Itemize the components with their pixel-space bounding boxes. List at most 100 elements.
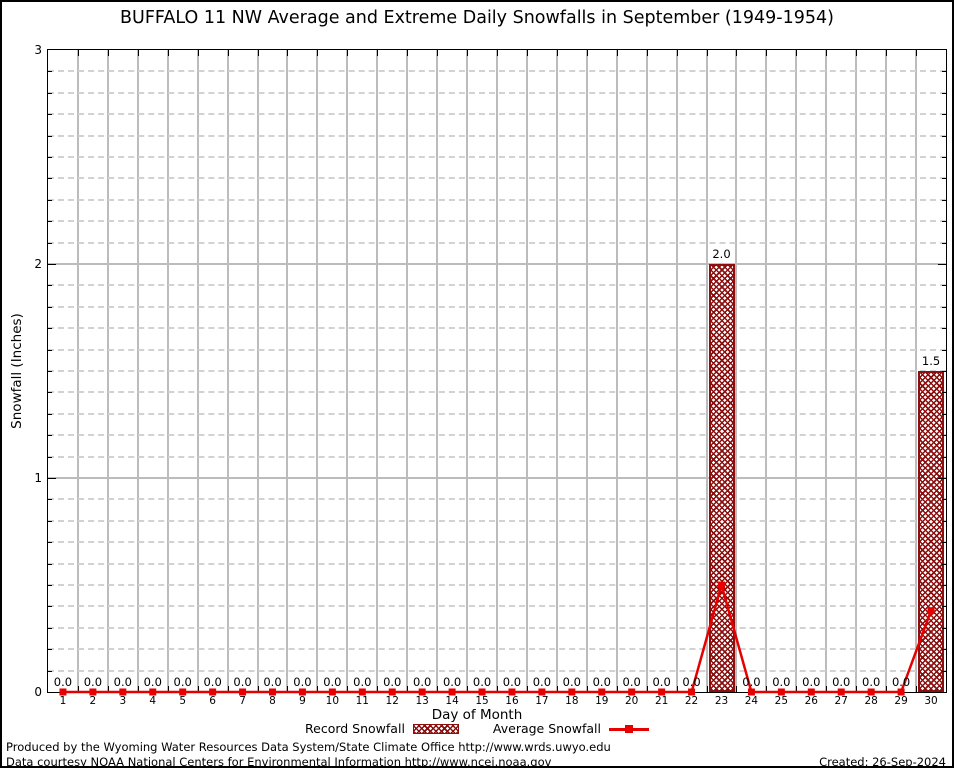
x-tick-mark bbox=[646, 686, 648, 692]
y-tick-mark bbox=[48, 135, 52, 137]
average-point-marker bbox=[867, 688, 875, 696]
y-tick-mark bbox=[48, 178, 52, 180]
y-tick-mark bbox=[942, 71, 946, 73]
x-tick-mark bbox=[706, 686, 708, 692]
y-tick-mark bbox=[942, 349, 946, 351]
y-tick-mark bbox=[938, 264, 946, 265]
x-tick-mark bbox=[317, 50, 319, 56]
minor-gridline bbox=[48, 220, 946, 223]
point-value-label: 0.0 bbox=[832, 674, 851, 689]
legend: Record Snowfall Average Snowfall bbox=[2, 721, 952, 736]
x-tick-label: 7 bbox=[239, 695, 246, 707]
point-value-label: 0.0 bbox=[263, 674, 282, 689]
x-tick-mark bbox=[497, 50, 498, 56]
x-tick-mark bbox=[317, 686, 319, 692]
y-tick-mark bbox=[48, 435, 52, 437]
x-tick-label: 17 bbox=[535, 695, 549, 707]
x-tick-label: 10 bbox=[325, 695, 340, 707]
x-tick-mark bbox=[586, 686, 588, 692]
x-tick-label: 28 bbox=[864, 695, 878, 707]
minor-gridline bbox=[48, 519, 946, 522]
y-tick-mark bbox=[942, 435, 946, 437]
average-point-marker bbox=[927, 607, 935, 615]
y-tick-mark bbox=[48, 606, 52, 608]
major-gridline bbox=[48, 477, 946, 479]
x-tick-mark bbox=[287, 50, 289, 56]
average-point-marker bbox=[897, 688, 905, 696]
average-point-marker bbox=[837, 688, 845, 696]
y-tick-label: 2 bbox=[34, 257, 42, 271]
average-point-marker bbox=[119, 688, 127, 696]
average-point-marker bbox=[298, 688, 306, 696]
x-tick-label: 22 bbox=[684, 695, 699, 707]
y-tick-label: 1 bbox=[34, 471, 42, 485]
y-tick-mark bbox=[942, 135, 946, 137]
y-tick-mark bbox=[48, 114, 52, 116]
plot-area: 0.0 0.0 0.0 0.0 0.0 0.0 0.0 0.0 0.0 0.0 0.0 0.0 0.0 0… bbox=[47, 49, 947, 696]
x-tick-mark bbox=[497, 686, 498, 692]
y-tick-mark bbox=[938, 478, 946, 479]
x-tick-mark bbox=[886, 50, 888, 56]
x-tick-mark bbox=[886, 686, 888, 692]
y-tick-mark bbox=[48, 371, 52, 372]
x-tick-mark bbox=[407, 686, 409, 692]
y-tick-mark bbox=[48, 520, 52, 522]
y-tick-mark bbox=[942, 670, 946, 672]
y-tick-mark bbox=[942, 114, 946, 116]
minor-gridline bbox=[48, 412, 946, 415]
minor-gridline bbox=[48, 605, 946, 608]
y-tick-mark bbox=[942, 542, 946, 544]
x-tick-mark bbox=[197, 50, 199, 56]
x-tick-label: 18 bbox=[565, 695, 579, 707]
x-tick-mark bbox=[676, 686, 678, 692]
average-point-marker bbox=[269, 688, 276, 696]
y-tick-mark bbox=[48, 328, 52, 330]
x-tick-mark bbox=[616, 686, 618, 692]
point-value-label: 0.0 bbox=[502, 674, 522, 689]
x-tick-mark bbox=[467, 686, 469, 692]
minor-gridline bbox=[48, 305, 946, 308]
minor-gridline bbox=[48, 584, 946, 586]
x-tick-mark bbox=[916, 686, 918, 692]
y-tick-mark bbox=[942, 199, 946, 201]
x-tick-mark bbox=[766, 686, 768, 692]
minor-gridline bbox=[48, 156, 946, 158]
average-point-marker bbox=[628, 688, 636, 696]
x-tick-mark bbox=[347, 686, 349, 692]
x-tick-mark bbox=[77, 686, 79, 692]
x-tick-mark bbox=[736, 50, 738, 56]
x-tick-mark bbox=[916, 50, 918, 56]
average-point-marker bbox=[149, 688, 157, 696]
average-point-marker bbox=[807, 688, 815, 696]
y-tick-mark bbox=[48, 542, 52, 544]
y-tick-mark bbox=[48, 499, 52, 501]
x-tick-label: 21 bbox=[654, 695, 669, 707]
minor-gridline bbox=[48, 498, 946, 501]
y-tick-mark bbox=[942, 371, 946, 372]
average-point-marker bbox=[179, 688, 187, 696]
footer-producer: Produced by the Wyoming Water Resources … bbox=[6, 740, 611, 754]
legend-record-label: Record Snowfall bbox=[305, 721, 405, 736]
average-point-marker bbox=[239, 688, 247, 696]
average-point-marker bbox=[777, 688, 785, 696]
point-value-label: 0.0 bbox=[293, 674, 312, 689]
minor-gridline bbox=[48, 198, 946, 201]
x-tick-mark bbox=[107, 50, 109, 56]
point-value-label: 0.0 bbox=[442, 674, 462, 689]
point-value-label: 0.0 bbox=[383, 674, 402, 689]
footer-data-courtesy: Data courtesy NOAA National Centers for … bbox=[6, 755, 552, 768]
minor-gridline bbox=[48, 70, 946, 73]
x-tick-mark bbox=[526, 686, 528, 692]
average-snowfall-line bbox=[59, 580, 935, 696]
average-point-marker bbox=[568, 688, 576, 696]
minor-gridline bbox=[48, 455, 946, 458]
point-value-label: 0.0 bbox=[472, 674, 492, 689]
x-tick-label: 30 bbox=[924, 695, 938, 707]
y-tick-mark bbox=[942, 178, 946, 180]
minor-gridline bbox=[48, 626, 946, 629]
average-point-marker bbox=[718, 581, 725, 589]
x-tick-mark bbox=[257, 686, 259, 692]
x-tick-label: 29 bbox=[894, 695, 908, 707]
y-tick-label: 3 bbox=[34, 43, 42, 57]
